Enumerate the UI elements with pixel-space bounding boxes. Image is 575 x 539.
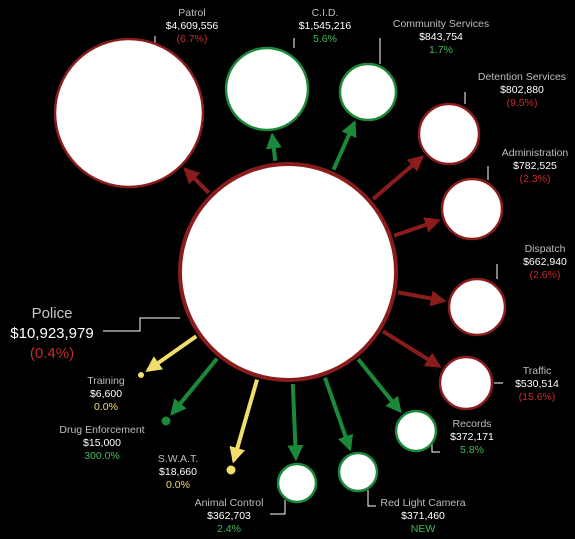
traffic-connector-arrow	[381, 329, 442, 368]
records-name: Records	[452, 418, 491, 430]
patrol-change: (6.7%)	[177, 33, 208, 45]
administration-bubble[interactable]	[440, 177, 504, 241]
dispatch-name: Dispatch	[525, 243, 566, 255]
drug-enforcement-connector-arrow	[170, 357, 219, 416]
animal-control-connector-arrow	[287, 383, 304, 462]
cid-name: C.I.D.	[312, 7, 339, 19]
animal-control-bubble[interactable]	[276, 462, 318, 504]
cid-change: 5.6%	[313, 33, 337, 45]
traffic-label: Traffic $530,514 (15.6%)	[515, 365, 559, 403]
cid-bubble[interactable]	[224, 46, 310, 132]
traffic-bubble[interactable]	[438, 355, 494, 411]
community-services-change: 1.7%	[429, 44, 453, 56]
drug-enforcement-bubble[interactable]	[161, 416, 171, 426]
police-bubble[interactable]	[178, 162, 398, 382]
records-change: 5.8%	[460, 444, 484, 456]
training-bubble[interactable]	[138, 372, 144, 378]
administration-label: Administration $782,525 (2.3%)	[502, 147, 569, 185]
detention-services-amount: $802,880	[500, 84, 544, 96]
administration-change: (2.3%)	[520, 173, 551, 185]
community-services-connector-arrow	[331, 120, 357, 171]
police-leader-line	[103, 317, 180, 332]
records-label: Records $372,171 5.8%	[450, 418, 494, 456]
drug-enforcement-change: 300.0%	[84, 450, 120, 462]
red-light-camera-change: NEW	[411, 523, 436, 535]
community-services-bubble[interactable]	[338, 62, 398, 122]
traffic-name: Traffic	[523, 365, 552, 377]
administration-name: Administration	[502, 147, 569, 159]
red-light-camera-label: Red Light Camera $371,460 NEW	[380, 497, 465, 535]
swat-change: 0.0%	[166, 479, 190, 491]
animal-control-leader-line	[270, 500, 286, 515]
red-light-camera-connector-arrow	[323, 377, 354, 452]
dispatch-bubble[interactable]	[447, 277, 507, 337]
records-bubble[interactable]	[394, 409, 438, 453]
swat-bubble[interactable]	[226, 465, 236, 475]
dispatch-amount: $662,940	[523, 256, 567, 268]
dispatch-label: Dispatch $662,940 (2.6%)	[523, 243, 567, 281]
training-connector-arrow	[145, 334, 198, 372]
training-change: 0.0%	[94, 401, 118, 413]
training-amount: $6,600	[90, 388, 122, 400]
animal-control-change: 2.4%	[217, 523, 241, 535]
red-light-camera-bubble[interactable]	[337, 451, 379, 493]
detention-services-name: Detention Services	[478, 71, 566, 83]
police-change: (0.4%)	[30, 345, 74, 362]
patrol-name: Patrol	[178, 7, 205, 19]
drug-enforcement-name: Drug Enforcement	[59, 424, 144, 436]
dispatch-change: (2.6%)	[530, 269, 561, 281]
records-connector-arrow	[356, 357, 402, 414]
red-light-camera-leader-line	[367, 490, 376, 507]
police-name: Police	[32, 305, 73, 322]
swat-label: S.W.A.T. $18,660 0.0%	[158, 453, 198, 491]
cid-amount: $1,545,216	[299, 20, 352, 32]
training-label: Training $6,600 0.0%	[87, 375, 125, 413]
training-name: Training	[87, 375, 125, 387]
records-amount: $372,171	[450, 431, 494, 443]
detention-services-label: Detention Services $802,880 (9.5%)	[478, 71, 566, 109]
detention-services-bubble[interactable]	[417, 102, 481, 166]
swat-name: S.W.A.T.	[158, 453, 198, 465]
community-services-amount: $843,754	[419, 31, 463, 43]
patrol-bubble[interactable]	[53, 37, 205, 189]
community-services-name: Community Services	[393, 18, 489, 30]
patrol-label: Patrol $4,609,556 (6.7%)	[166, 7, 219, 45]
red-light-camera-name: Red Light Camera	[380, 497, 465, 509]
swat-connector-arrow	[229, 379, 259, 464]
swat-amount: $18,660	[159, 466, 197, 478]
cid-connector-arrow	[265, 132, 282, 161]
cid-label: C.I.D. $1,545,216 5.6%	[299, 7, 352, 45]
patrol-connector-arrow	[183, 167, 211, 195]
drug-enforcement-amount: $15,000	[83, 437, 121, 449]
police-amount: $10,923,979	[10, 325, 93, 342]
dispatch-connector-arrow	[397, 290, 447, 307]
administration-connector-arrow	[393, 217, 441, 238]
administration-amount: $782,525	[513, 160, 557, 172]
detention-services-connector-arrow	[371, 155, 425, 201]
animal-control-amount: $362,703	[207, 510, 251, 522]
traffic-change: (15.6%)	[519, 391, 556, 403]
animal-control-name: Animal Control	[195, 497, 264, 509]
police-label: Police $10,923,979 (0.4%)	[10, 305, 93, 362]
detention-services-change: (9.5%)	[507, 97, 538, 109]
animal-control-label: Animal Control $362,703 2.4%	[195, 497, 264, 535]
traffic-amount: $530,514	[515, 378, 559, 390]
red-light-camera-amount: $371,460	[401, 510, 445, 522]
patrol-amount: $4,609,556	[166, 20, 219, 32]
drug-enforcement-label: Drug Enforcement $15,000 300.0%	[59, 424, 144, 462]
community-services-label: Community Services $843,754 1.7%	[393, 18, 489, 56]
